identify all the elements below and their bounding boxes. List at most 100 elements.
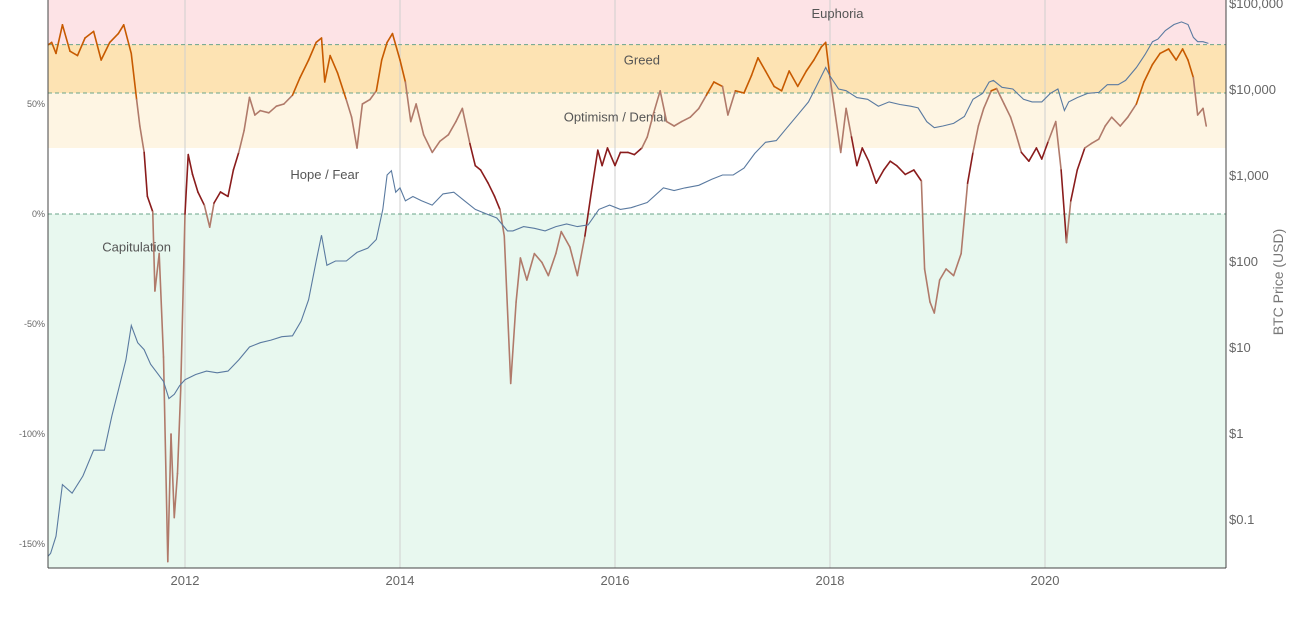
- sentiment-segment: [315, 37, 323, 44]
- sentiment-segment: [375, 59, 383, 92]
- sentiment-segment: [1040, 140, 1050, 160]
- sentiment-segment: [1187, 59, 1195, 79]
- sentiment-segment: [596, 149, 603, 167]
- x-tick-3: 2018: [816, 573, 845, 588]
- sentiment-segment: [515, 257, 522, 303]
- sentiment-segment: [689, 107, 700, 118]
- sentiment-segment: [1159, 48, 1170, 55]
- sentiment-segment: [438, 134, 450, 143]
- axes: [47, 0, 1227, 569]
- sentiment-segment: [455, 107, 464, 123]
- sentiment-segment: [990, 87, 998, 92]
- sentiment-segment: [590, 149, 599, 193]
- sentiment-segment: [824, 41, 831, 79]
- sentiment-segment: [1020, 151, 1030, 162]
- sentiment-segment: [1143, 63, 1154, 83]
- sentiment-segment: [788, 70, 799, 88]
- sentiment-segment: [875, 169, 885, 184]
- sentiment-segment: [1202, 107, 1208, 127]
- sentiment-segment: [227, 169, 235, 198]
- sentiment-segment: [461, 107, 471, 145]
- sentiment-segment: [170, 433, 176, 519]
- right-axis-title: BTC Price (USD): [1270, 229, 1286, 336]
- y-right-tick-4: $1,000: [1229, 168, 1269, 183]
- y-left-tick-2: -50%: [24, 319, 45, 329]
- sentiment-segment: [1070, 169, 1079, 202]
- y-right-tick-0: $0.1: [1229, 512, 1254, 527]
- sentiment-segment: [203, 204, 211, 228]
- sentiment-segment: [323, 54, 331, 83]
- sentiment-segment: [345, 98, 353, 118]
- sentiment-segment: [237, 129, 245, 154]
- y-right-tick-3: $100: [1229, 254, 1258, 269]
- sentiment-segment: [61, 23, 71, 53]
- price-line: [48, 21, 1209, 558]
- sentiment-segment: [929, 301, 936, 314]
- sentiment-segment: [1090, 138, 1100, 145]
- sentiment-segment: [122, 23, 133, 55]
- sentiment-segment: [805, 59, 815, 72]
- sentiment-segment: [291, 76, 301, 96]
- sentiment-segment: [487, 182, 496, 198]
- sentiment-segment: [773, 85, 783, 92]
- sentiment-segment: [232, 151, 240, 171]
- sentiment-segment: [1065, 200, 1072, 244]
- sentiment-segment: [834, 114, 842, 154]
- sentiment-segment: [208, 202, 215, 228]
- sentiment-segment: [601, 147, 609, 167]
- sentiment-segment: [813, 45, 823, 61]
- sentiment-segment: [727, 90, 737, 116]
- sentiment-segment: [845, 107, 853, 138]
- sentiment-segment: [184, 153, 190, 215]
- sentiment-segment: [254, 109, 262, 116]
- sentiment-segment: [680, 116, 692, 123]
- sentiment-segment: [404, 81, 412, 123]
- sentiment-segment: [469, 142, 477, 167]
- sentiment-segment: [151, 211, 156, 292]
- sentiment-segment: [952, 252, 962, 277]
- sentiment-segment: [734, 90, 745, 94]
- sentiment-segment: [509, 301, 517, 385]
- sentiment-segment: [923, 268, 931, 303]
- sentiment-segment: [173, 472, 179, 519]
- sentiment-segment: [560, 230, 571, 248]
- sentiment-segment: [307, 41, 317, 61]
- sentiment-segment: [369, 90, 378, 101]
- sentiment-segment: [167, 433, 172, 563]
- band-4: [48, 214, 1226, 568]
- sentiment-segment: [143, 151, 149, 198]
- sentiment-segment: [1076, 147, 1086, 171]
- sentiment-segment: [1083, 142, 1093, 149]
- sentiment-segment: [386, 32, 394, 44]
- y-right-tick-2: $10: [1229, 340, 1251, 355]
- sentiment-segment: [839, 107, 847, 154]
- sentiment-segment: [197, 191, 206, 206]
- tick-labels: 50% 0% -50% -100% -150% $0.1 $1 $10 $100 $1,000 $1…: [19, 0, 1283, 588]
- sentiment-segment: [519, 257, 528, 281]
- sentiment-segment: [275, 103, 285, 107]
- sentiment-segment: [1047, 120, 1057, 143]
- sentiment-segment: [861, 147, 870, 162]
- sentiment-segment: [938, 268, 947, 281]
- sentiment-segment: [1060, 169, 1068, 244]
- sentiment-segment: [108, 32, 120, 44]
- sentiment-segment: [1119, 116, 1129, 127]
- sentiment-segment: [259, 109, 270, 114]
- sentiment-segment: [1028, 147, 1038, 162]
- sentiment-segment: [945, 268, 955, 277]
- band-label-1: Greed: [624, 52, 660, 67]
- sentiment-segment: [69, 50, 79, 57]
- sentiment-segment: [743, 74, 753, 94]
- sentiment-segment: [721, 85, 729, 116]
- sentiment-segment: [139, 125, 145, 154]
- sentiment-segment: [627, 151, 636, 156]
- sentiment-segment: [409, 103, 417, 123]
- sentiment-segment: [584, 191, 593, 237]
- sentiment-segment: [646, 112, 655, 138]
- sentiment-segment: [431, 140, 441, 154]
- x-tick-4: 2020: [1031, 573, 1060, 588]
- sentiment-segment: [757, 56, 767, 72]
- sentiment-segment: [1035, 147, 1043, 160]
